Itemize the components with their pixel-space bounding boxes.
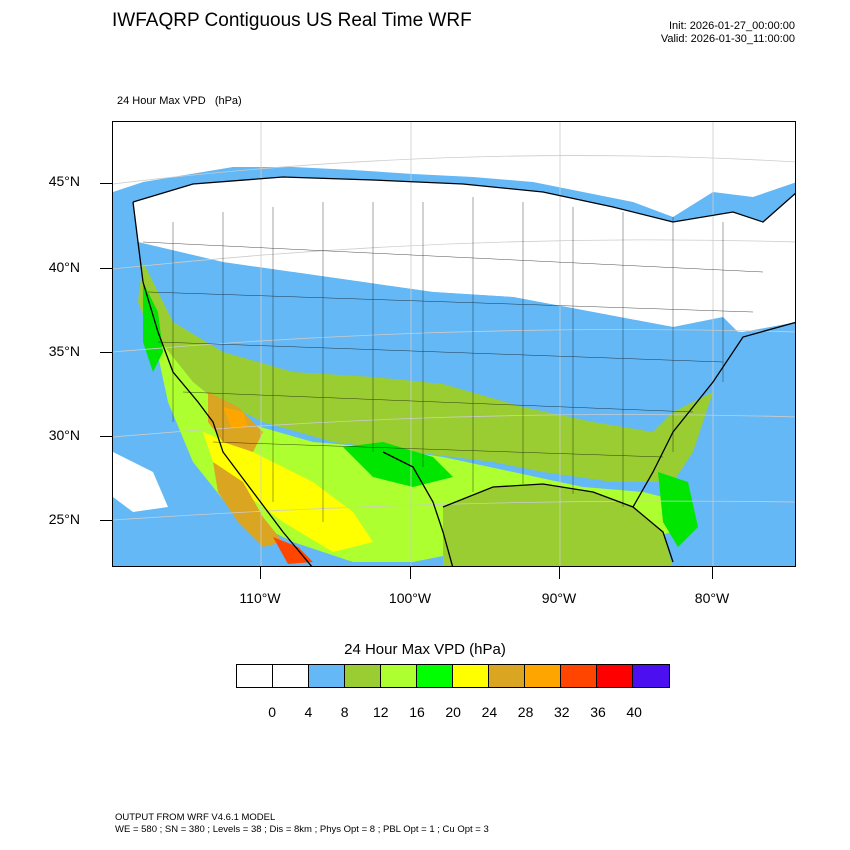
legend-label: 24	[481, 704, 498, 720]
band-24	[203, 432, 373, 552]
legend-label: 8	[340, 704, 349, 720]
model-info: OUTPUT FROM WRF V4.6.1 MODEL	[115, 812, 276, 823]
legend-swatch	[273, 665, 310, 687]
legend-swatch	[453, 665, 490, 687]
map-panel	[112, 121, 796, 567]
pacific-low-patch	[113, 452, 168, 512]
legend-label: 40	[626, 704, 642, 720]
boundaries	[132, 176, 795, 566]
legend-label: 28	[517, 704, 534, 720]
legend-swatch	[561, 665, 598, 687]
lon-label-80: 80°W	[694, 590, 730, 606]
lat-tick	[100, 268, 112, 269]
lat-label-40: 40°N	[48, 259, 80, 275]
band-12	[138, 262, 713, 482]
legend-label: 4	[304, 704, 313, 720]
lat-label-45: 45°N	[48, 173, 80, 189]
legend-label: 16	[409, 704, 425, 720]
legend-swatch	[345, 665, 382, 687]
page-title: IWFAQRP Contiguous US Real Time WRF	[112, 10, 472, 31]
band-36	[273, 537, 313, 564]
legend-label: 0	[268, 704, 277, 720]
legend-label: 20	[445, 704, 461, 720]
canada-area	[113, 122, 795, 217]
legend-swatch	[633, 665, 670, 687]
legend-label: 36	[590, 704, 606, 720]
init-time: Init: 2026-01-27_00:00:00	[669, 20, 795, 32]
legend-title: 24 Hour Max VPD (hPa)	[344, 641, 506, 658]
lat-label-25: 25°N	[48, 511, 80, 527]
lon-label-100: 100°W	[388, 590, 432, 606]
band-20-california	[143, 282, 163, 372]
gulf-area	[443, 484, 673, 566]
band-20-florida	[658, 472, 698, 547]
lat-tick	[100, 183, 112, 184]
valid-time: Valid: 2026-01-30_11:00:00	[660, 33, 795, 45]
legend-swatch	[525, 665, 562, 687]
legend-label: 12	[373, 704, 389, 720]
legend-swatch	[597, 665, 634, 687]
lon-label-90: 90°W	[541, 590, 577, 606]
legend-swatch	[237, 665, 274, 687]
legend-swatch	[489, 665, 526, 687]
graticule	[113, 122, 795, 566]
band-8	[133, 242, 743, 422]
field-label: 24 Hour Max VPD (hPa)	[117, 95, 242, 107]
lon-tick	[260, 567, 261, 579]
legend-swatch	[309, 665, 346, 687]
lat-tick	[100, 352, 112, 353]
band-32	[223, 407, 248, 427]
lon-label-110: 110°W	[239, 590, 281, 606]
land-north	[133, 177, 795, 332]
color-legend	[236, 664, 671, 688]
vpd-map	[113, 122, 795, 566]
lon-tick	[712, 567, 713, 579]
county-lines	[142, 197, 764, 522]
lon-tick	[559, 567, 560, 579]
band-20-texas	[343, 442, 453, 487]
legend-label: 32	[554, 704, 570, 720]
lon-tick	[410, 567, 411, 579]
lat-tick	[100, 436, 112, 437]
lat-tick	[100, 520, 112, 521]
band-28-mexico	[213, 462, 283, 547]
legend-swatch	[417, 665, 454, 687]
lat-label-30: 30°N	[48, 427, 80, 443]
model-config: WE = 580 ; SN = 380 ; Levels = 38 ; Dis …	[115, 824, 489, 835]
legend-swatch	[381, 665, 418, 687]
lat-label-35: 35°N	[48, 343, 80, 359]
